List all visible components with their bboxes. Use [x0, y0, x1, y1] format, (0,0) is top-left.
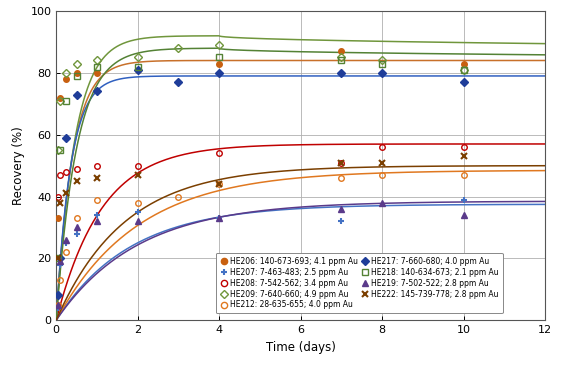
Legend: HE206: 140-673-693; 4.1 ppm Au, HE207: 7-463-483; 2.5 ppm Au, HE208: 7-542-562; : HE206: 140-673-693; 4.1 ppm Au, HE207: 7…: [216, 253, 503, 313]
X-axis label: Time (days): Time (days): [266, 340, 336, 354]
Y-axis label: Recovery (%): Recovery (%): [12, 126, 25, 205]
